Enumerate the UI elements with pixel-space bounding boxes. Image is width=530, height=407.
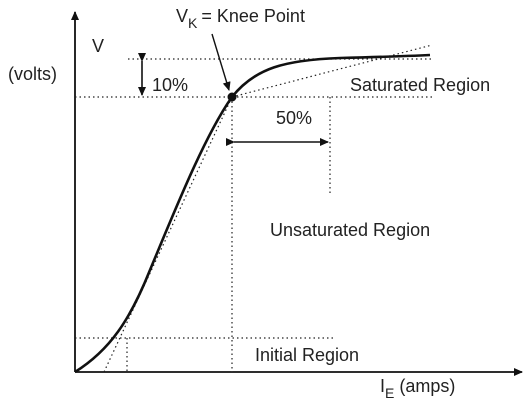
unsaturated-label: Unsaturated Region (270, 220, 430, 240)
excitation-curve (74, 53, 431, 374)
x-label: IE (amps) (380, 376, 455, 401)
knee-subscript: K (188, 15, 198, 31)
knee-arrow (211, 33, 231, 91)
y-unit: (volts) (8, 64, 57, 84)
knee-point (227, 92, 237, 102)
fifty-label: 50% (276, 108, 312, 128)
knee-label: VK = Knee Point (176, 6, 305, 31)
initial-label: Initial Region (255, 345, 359, 365)
tangent (103, 96, 233, 373)
x-unit: (amps) (399, 376, 455, 396)
saturated-label: Saturated Region (350, 75, 490, 95)
x-symbol: I (380, 376, 385, 396)
knee-symbol: V (176, 6, 188, 26)
y-symbol: V (92, 36, 104, 56)
ten-label: 10% (152, 75, 188, 95)
tangent (231, 44, 433, 98)
knee-text: = Knee Point (201, 6, 305, 26)
x-subscript: E (385, 385, 394, 401)
